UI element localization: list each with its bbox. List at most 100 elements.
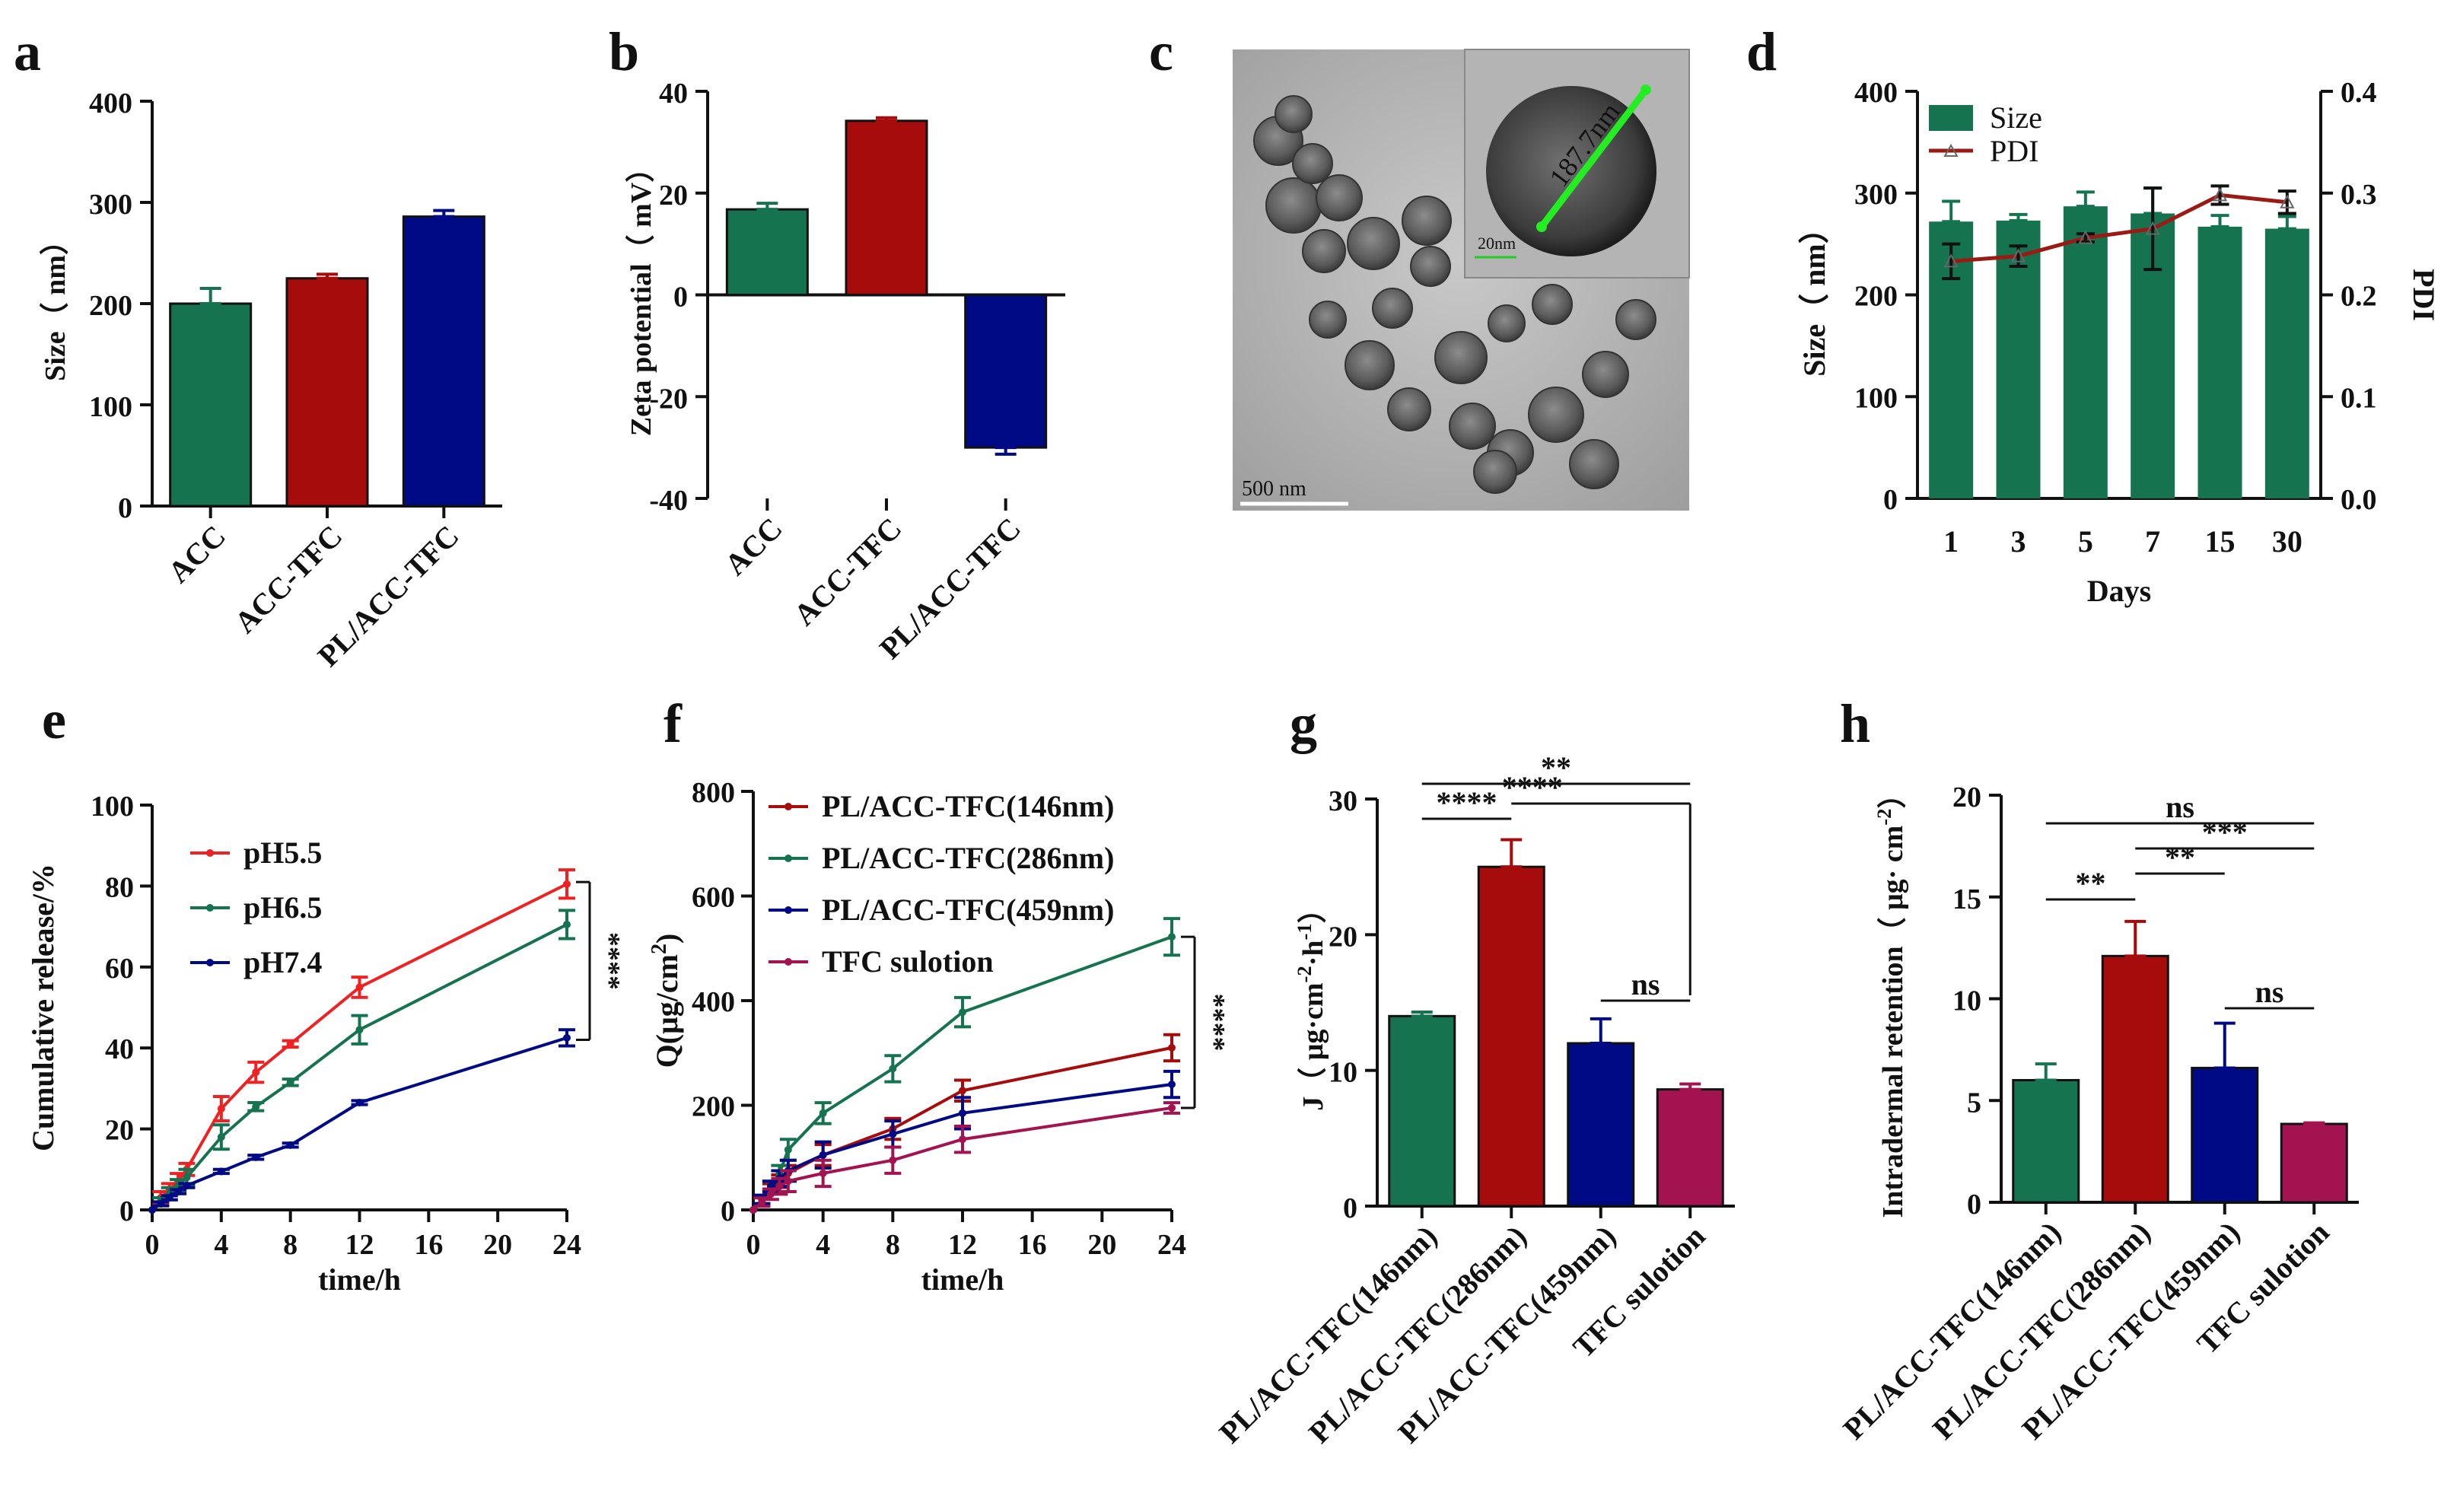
y-tick-label: 300 xyxy=(89,189,132,221)
significance-label: ns xyxy=(1631,967,1660,1001)
bar-h-4 xyxy=(2280,1122,2348,1204)
data-point xyxy=(959,1087,966,1095)
pdi-line xyxy=(1950,193,2288,263)
legend-marker xyxy=(784,906,792,914)
significance-label: **** xyxy=(1502,770,1563,804)
tem-measure-end-a xyxy=(1536,221,1547,232)
significance-bracket: **** xyxy=(1502,770,1691,995)
tem-particle xyxy=(1345,340,1395,390)
significance-label: **** xyxy=(594,932,625,990)
y2-tick-label: 0.1 xyxy=(2341,382,2377,414)
legend-label-size: Size xyxy=(1990,100,2042,135)
x-tick-label: ACC xyxy=(161,519,232,590)
data-point xyxy=(1168,933,1176,941)
legend-label: pH5.5 xyxy=(243,836,322,870)
y2-axis-label: PDI xyxy=(2407,269,2441,321)
y-tick-label: 400 xyxy=(1854,77,1898,109)
tem-measure-line xyxy=(1539,88,1649,229)
data-point xyxy=(1168,1043,1176,1052)
tem-particle xyxy=(1528,387,1584,443)
data-point xyxy=(784,1145,792,1154)
data-point xyxy=(563,1033,571,1042)
tem-particle xyxy=(1488,304,1526,342)
y-tick-label: -40 xyxy=(649,485,688,517)
tem-particle xyxy=(1615,299,1656,340)
tem-particle xyxy=(1302,229,1346,273)
y-tick-label: -20 xyxy=(649,383,688,415)
pdi-marker xyxy=(2145,221,2160,235)
tem-particle xyxy=(1387,387,1431,431)
chart-panel-b: b -40 -20 0 20 40 Zeta potential（ mV） ACCACC-TF… xyxy=(609,21,1065,666)
chart-panel-d: d 0 100 200 300 400 0.0 0.1 0.2 0.3 0.4 Size（ nm） PD… xyxy=(1746,21,2441,608)
legend-label: TFC sulotion xyxy=(822,944,994,979)
y-axis-label: Size（ nm） xyxy=(1797,213,1831,376)
bar-g-1 xyxy=(1388,1014,1456,1208)
y-tick-label: 80 xyxy=(105,871,134,903)
y-tick-label: 300 xyxy=(1854,179,1898,211)
panel-letter-a: a xyxy=(14,21,41,82)
panel-letter-e: e xyxy=(42,689,66,750)
data-point xyxy=(563,880,571,888)
tem-image-panel: c 187.7nm 20nm 500 xyxy=(1149,21,1690,511)
x-tick-label: 20 xyxy=(483,1229,512,1261)
legend-label-pdi: PDI xyxy=(1990,134,2038,168)
data-point xyxy=(217,1133,225,1141)
data-point xyxy=(749,1206,757,1214)
pdi-marker xyxy=(2280,194,2295,208)
x-axis-label: Days xyxy=(2087,574,2151,608)
y-tick-label: 5 xyxy=(1967,1087,1981,1119)
tem-particle xyxy=(1347,217,1400,270)
y-tick-label: 20 xyxy=(1952,781,1981,813)
panel-letter-f: f xyxy=(664,693,683,754)
tem-scale-label: 500 nm xyxy=(1242,477,1306,501)
x-tick-label: 1 xyxy=(1943,524,1959,559)
significance-bracket: **** xyxy=(576,880,625,1042)
bar-a-2 xyxy=(285,277,369,508)
x-axis-label: time/h xyxy=(318,1262,401,1297)
legend-label: PL/ACC-TFC(146nm) xyxy=(822,789,1114,823)
x-tick-label: ACC-TFC xyxy=(228,519,348,640)
data-point xyxy=(889,1130,897,1138)
panel-letter-d: d xyxy=(1746,21,1777,82)
y-tick-label: 200 xyxy=(692,1091,735,1123)
tem-particle xyxy=(1275,95,1313,133)
data-point xyxy=(959,1008,966,1017)
x-tick-label: 16 xyxy=(1018,1229,1047,1261)
y-tick-label: 20 xyxy=(105,1115,134,1147)
pdi-marker xyxy=(2078,230,2093,244)
tem-particle xyxy=(1410,246,1451,287)
series-line xyxy=(151,882,568,1211)
data-point xyxy=(217,1167,225,1176)
significance-bracket: *** xyxy=(2135,815,2315,850)
y-tick-label: 0 xyxy=(1967,1189,1981,1221)
x-tick-label: 4 xyxy=(816,1229,830,1261)
y-tick-label: 60 xyxy=(105,953,134,985)
data-point xyxy=(252,1153,260,1161)
data-point xyxy=(563,920,571,928)
legend-marker xyxy=(206,849,214,857)
significance-bracket: ns xyxy=(2224,975,2315,1010)
series-pl-acc-tfc-459nm-: PL/ACC-TFC(459nm) xyxy=(749,893,1180,1214)
chart-panel-f: f 0 200 400 600 800 0 4 8 12 16 20 24 time/h Q(μg/cm2)… xyxy=(648,693,1231,1297)
data-point xyxy=(819,1169,827,1177)
y-tick-label: 0 xyxy=(673,282,688,314)
y-tick-label: 200 xyxy=(89,290,132,322)
x-tick-label: ACC-TFC xyxy=(787,511,908,632)
significance-label: *** xyxy=(2202,815,2248,849)
data-point xyxy=(355,983,364,992)
significance-bracket: ** xyxy=(2045,866,2136,901)
significance-label: ** xyxy=(1541,750,1571,785)
data-point xyxy=(252,1068,260,1077)
x-tick-label: 0 xyxy=(746,1229,761,1261)
bar-a-3 xyxy=(402,215,485,508)
chart-panel-h: h 0 5 10 15 20 Intradermal retention（ μg· cm-2… xyxy=(1836,693,2359,1446)
bar-g-3 xyxy=(1567,1042,1635,1208)
significance-label: ns xyxy=(2255,975,2284,1009)
bar-b-1 xyxy=(725,208,809,296)
data-point xyxy=(819,1109,827,1117)
legend-label: PL/ACC-TFC(286nm) xyxy=(822,841,1114,875)
legend-marker xyxy=(784,803,792,810)
bar-g-4 xyxy=(1656,1088,1724,1208)
